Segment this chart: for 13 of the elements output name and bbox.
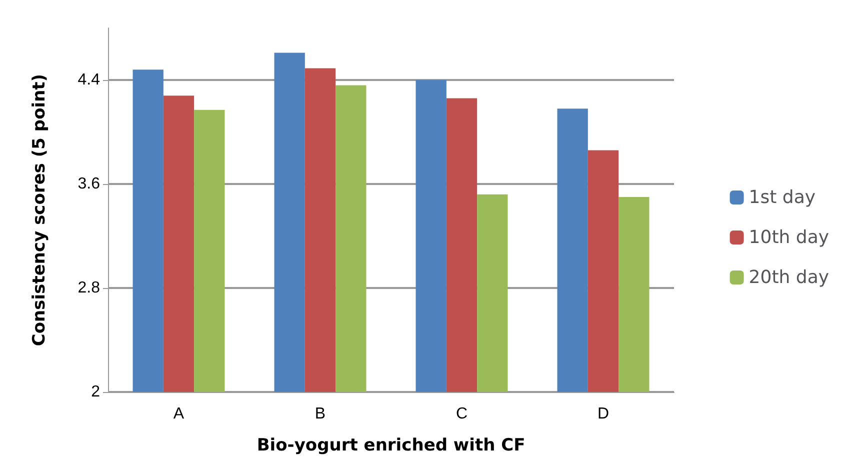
legend-label: 1st day bbox=[748, 187, 816, 208]
y-tick-label: 4.4 bbox=[78, 72, 100, 88]
x-axis-title: Bio-yogurt enriched with CF bbox=[256, 436, 526, 456]
y-tick-label: 2 bbox=[91, 384, 100, 400]
y-tick-label: 3.6 bbox=[78, 176, 100, 192]
legend-label: 10th day bbox=[748, 227, 830, 248]
x-tick-label: D bbox=[597, 406, 610, 422]
y-tick-label: 2.8 bbox=[78, 280, 100, 296]
x-tick-label: B bbox=[314, 406, 326, 422]
legend-label: 20th day bbox=[748, 267, 830, 288]
x-tick-label: A bbox=[173, 406, 184, 422]
x-tick-label: C bbox=[456, 406, 468, 422]
y-axis-title: Consistency scores (5 point) bbox=[30, 74, 50, 346]
